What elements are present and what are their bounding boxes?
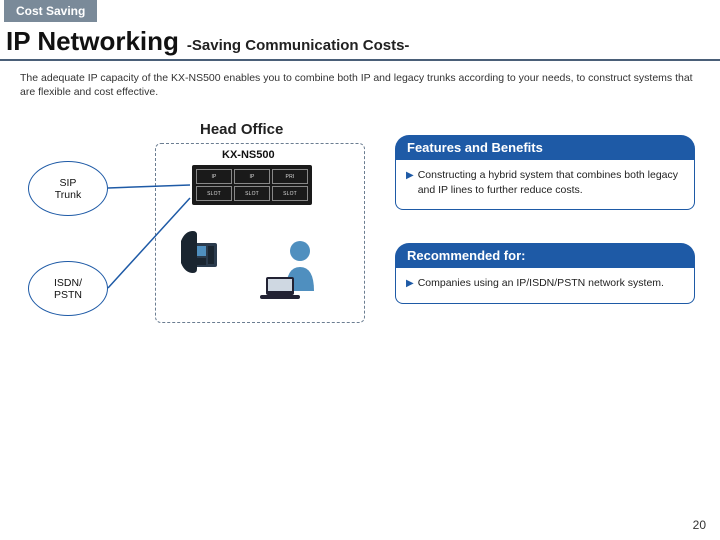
page-subtitle: -Saving Communication Costs-: [187, 37, 410, 54]
features-panel-body: ▶ Constructing a hybrid system that comb…: [395, 160, 695, 209]
features-text: Constructing a hybrid system that combin…: [418, 168, 684, 196]
recommended-panel-body: ▶ Companies using an IP/ISDN/PSTN networ…: [395, 268, 695, 304]
recommended-panel: Recommended for: ▶ Companies using an IP…: [395, 243, 695, 304]
title-row: IP Networking -Saving Communication Cost…: [0, 22, 720, 61]
intro-text: The adequate IP capacity of the KX-NS500…: [0, 61, 720, 103]
recommended-text: Companies using an IP/ISDN/PSTN network …: [418, 276, 664, 291]
page-title: IP Networking: [6, 26, 179, 57]
page-number: 20: [693, 518, 706, 532]
bullet-icon: ▶: [406, 169, 414, 196]
tab-cost-saving: Cost Saving: [0, 0, 97, 22]
recommended-panel-head: Recommended for:: [395, 243, 695, 268]
bullet-icon: ▶: [406, 277, 414, 291]
tab-bar: Cost Saving: [0, 0, 720, 22]
features-panel-head: Features and Benefits: [395, 135, 695, 160]
features-panel: Features and Benefits ▶ Constructing a h…: [395, 135, 695, 209]
diagram-stage: Head Office KX-NS500 IP IP PRI SLOT SLOT…: [0, 103, 720, 483]
